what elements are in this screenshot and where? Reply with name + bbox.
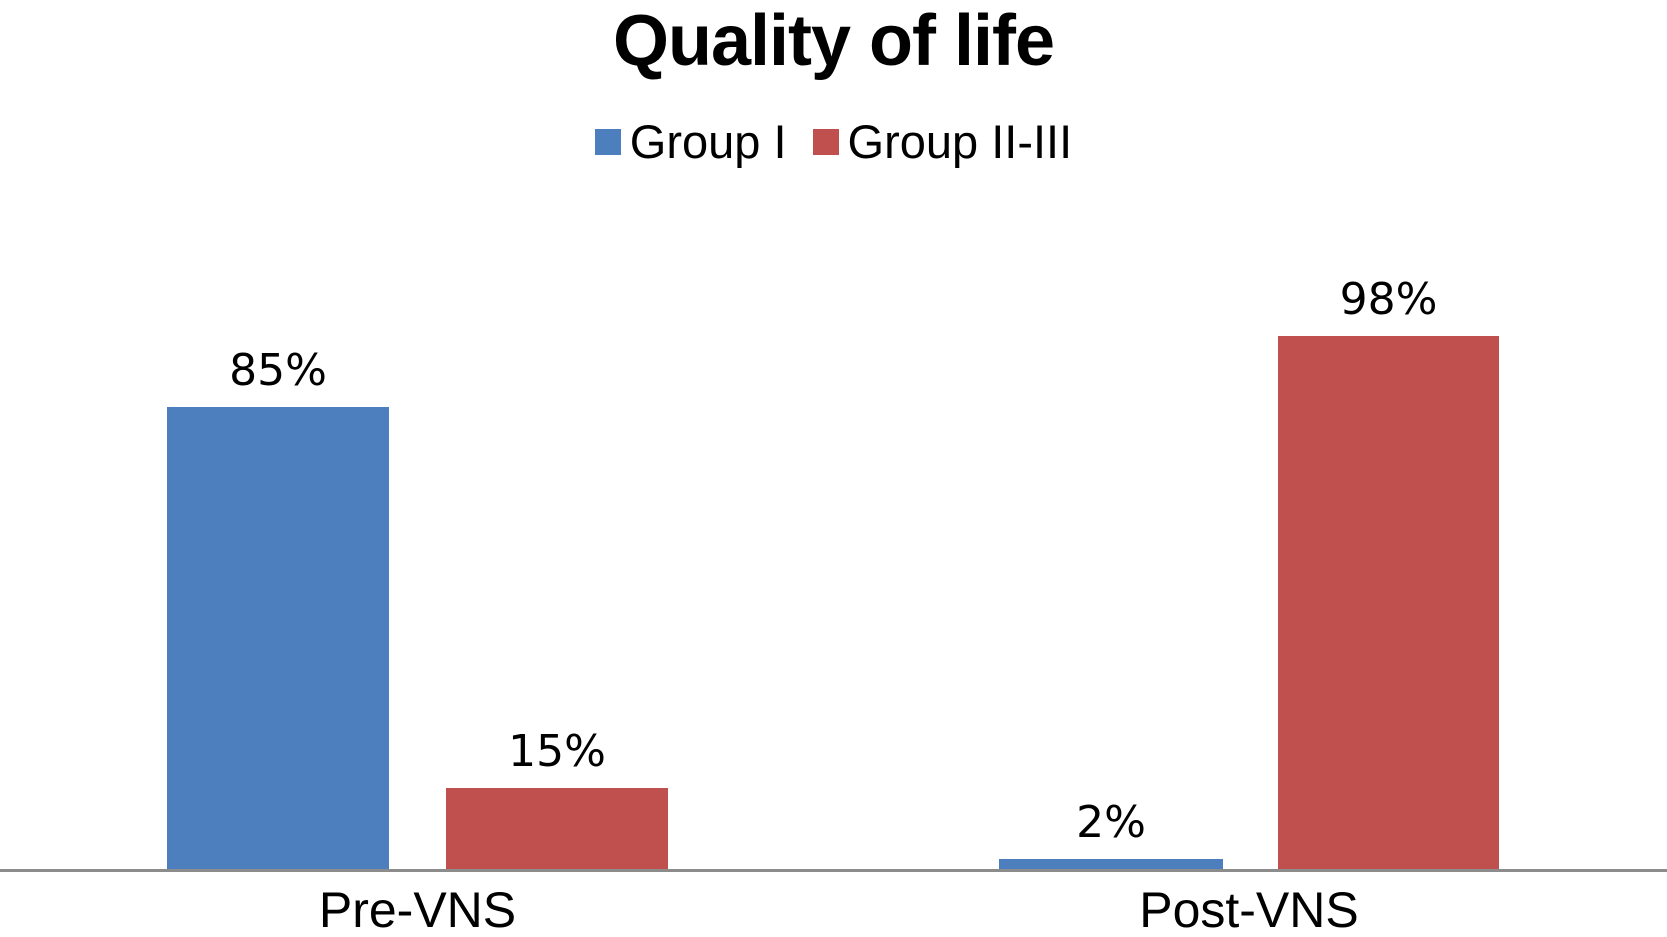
chart-title: Quality of life: [612, 1, 1055, 81]
bar-slot-pre-vns-group-2-3: 15%: [446, 325, 668, 870]
legend-item-group-2-3: Group II-III: [812, 115, 1073, 168]
bar-value-label-pre-vns-group-1: 85%: [229, 344, 327, 396]
plot-area: 85% 15% 2% 98%: [0, 277, 1667, 870]
x-axis-label-post-vns: Post-VNS: [1139, 882, 1359, 937]
bar-pre-vns-group-1: [167, 406, 389, 870]
x-axis-line: [0, 869, 1667, 872]
bar-pre-vns-group-2-3: [446, 788, 668, 870]
x-axis-label-pre-vns: Pre-VNS: [318, 882, 517, 937]
legend-item-group-1: Group I: [594, 115, 787, 168]
legend-label-group-2-3: Group II-III: [847, 115, 1073, 168]
bar-value-label-post-vns-group-2-3: 98%: [1339, 273, 1438, 325]
legend-swatch-group-2-3-icon: [812, 128, 839, 155]
bar-post-vns-group-2-3: [1278, 335, 1499, 870]
bar-slot-post-vns-group-1: 2%: [999, 325, 1223, 870]
bar-slot-post-vns-group-2-3: 98%: [1278, 277, 1499, 870]
bar-slot-pre-vns-group-1: 85%: [167, 325, 389, 870]
legend: Group I Group II-III: [0, 118, 1667, 165]
bar-value-label-post-vns-group-1: 2%: [1076, 797, 1146, 849]
bar-value-label-pre-vns-group-2-3: 15%: [508, 726, 606, 778]
bar-post-vns-group-1: [999, 859, 1223, 870]
legend-label-group-1: Group I: [629, 115, 787, 168]
legend-swatch-group-1-icon: [594, 128, 621, 155]
